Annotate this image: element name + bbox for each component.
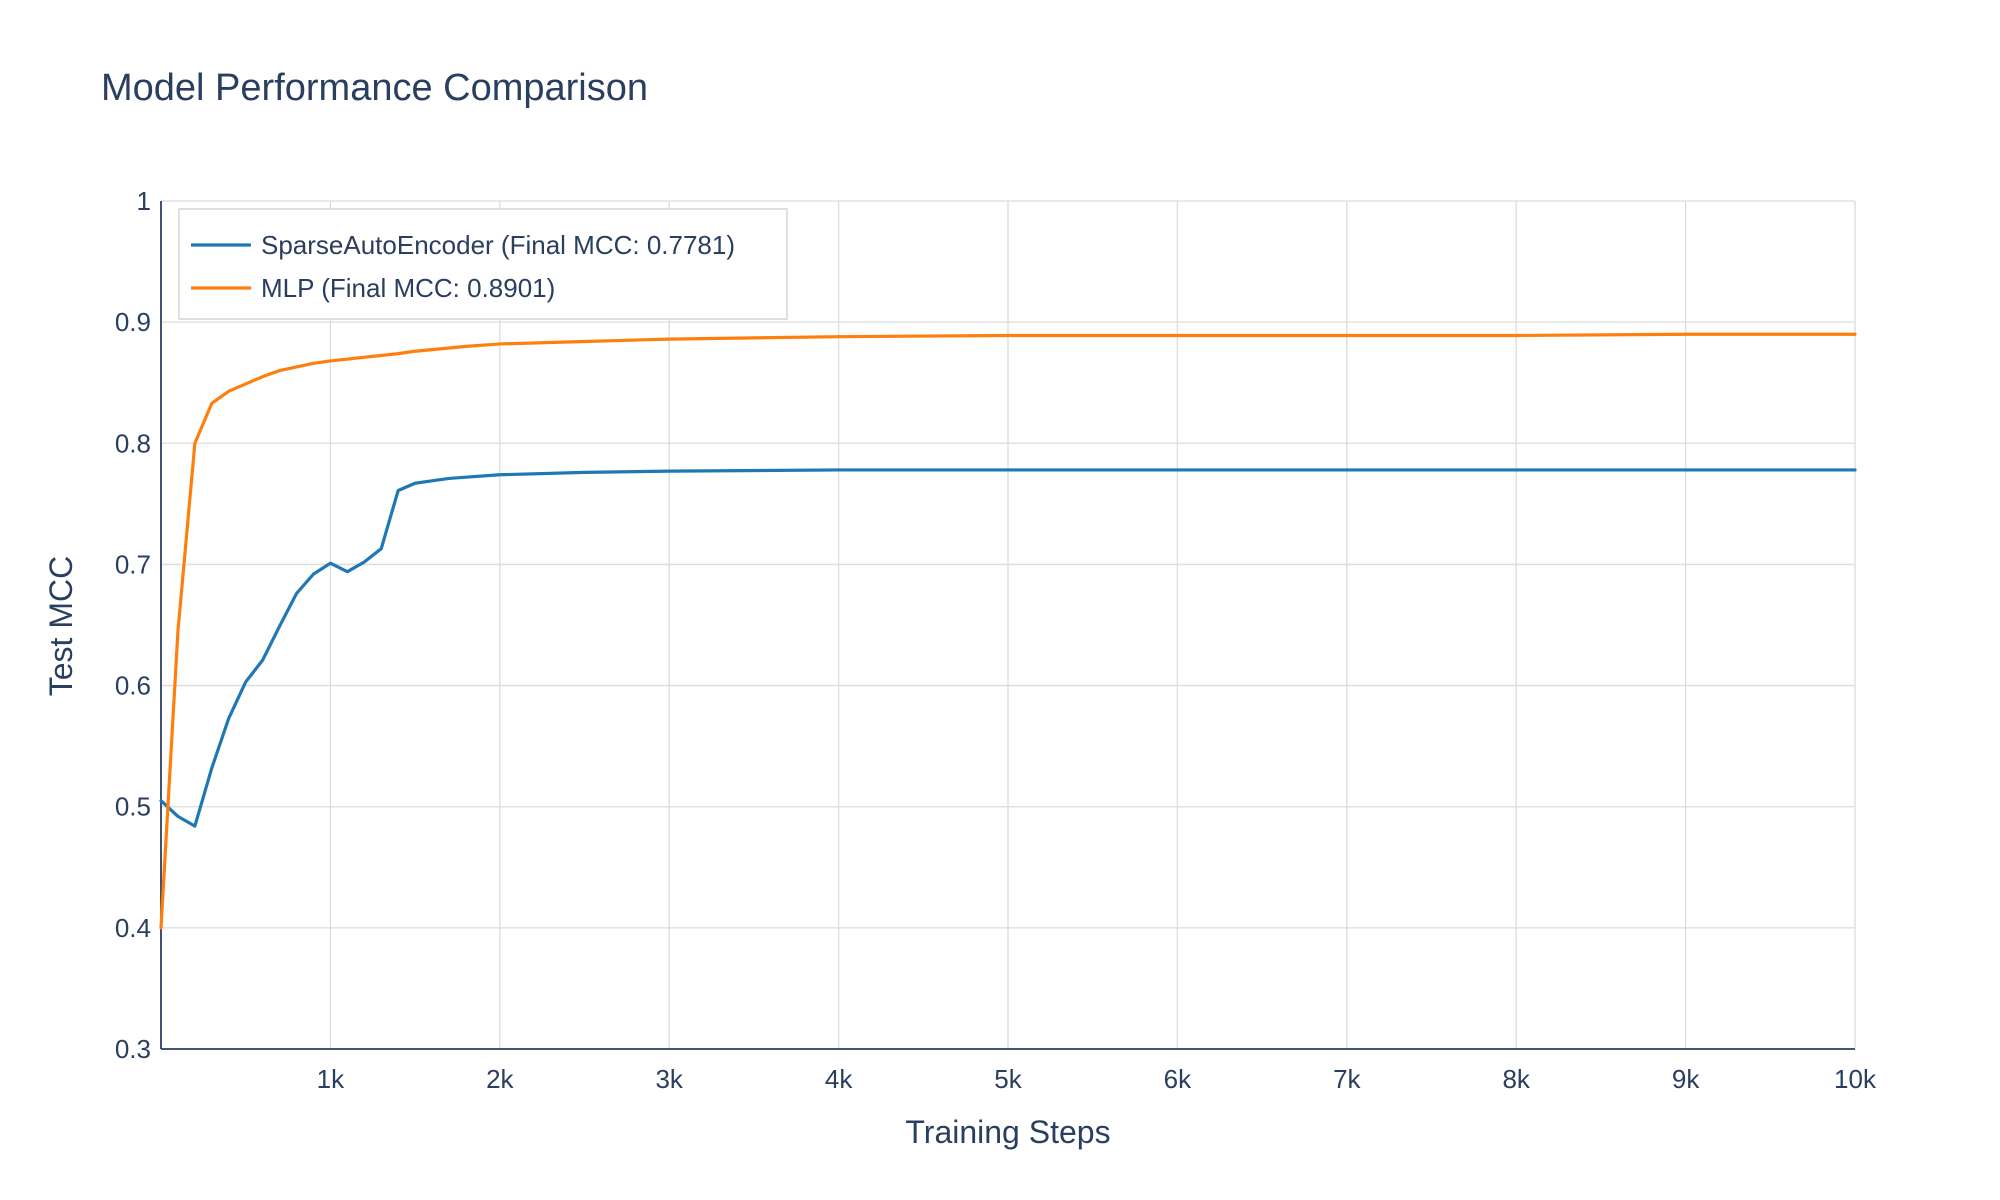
y-tick-label: 0.7 [115,549,151,579]
x-tick-label: 9k [1672,1064,1700,1094]
y-tick-label: 0.4 [115,913,151,943]
y-tick-label: 0.9 [115,307,151,337]
series-line-1 [159,332,1857,930]
y-tick-label: 0.8 [115,428,151,458]
x-tick-label: 1k [317,1064,345,1094]
x-tick-label: 2k [486,1064,514,1094]
legend: SparseAutoEncoder (Final MCC: 0.7781) MLP… [178,208,788,320]
x-tick-label: 7k [1333,1064,1361,1094]
y-tick-label: 0.3 [115,1034,151,1064]
x-tick-label: 5k [994,1064,1022,1094]
y-axis-title: Test MCC [43,556,79,696]
chart-title: Model Performance Comparison [101,67,648,109]
y-tick-label: 1 [137,186,151,216]
x-axis-title: Training Steps [905,1114,1110,1150]
series-lines [159,332,1857,930]
x-tick-label: 3k [655,1064,683,1094]
x-tick-label: 6k [1164,1064,1192,1094]
x-tick-label: 10k [1834,1064,1877,1094]
series-line-0 [159,468,1857,828]
legend-box [178,208,788,320]
grid-lines [161,200,1856,1049]
x-tick-label: 8k [1502,1064,1530,1094]
legend-label-1: MLP (Final MCC: 0.8901) [261,273,555,303]
x-tick-label: 4k [825,1064,853,1094]
legend-label-0: SparseAutoEncoder (Final MCC: 0.7781) [261,230,735,260]
y-tick-label: 0.6 [115,671,151,701]
tick-labels: 1k 2k 3k 4k 5k 6k 7k 8k 9k 10k 0.3 0.4 0.5 0.6 0.7 0.8 0… [115,186,1877,1094]
y-tick-label: 0.5 [115,792,151,822]
